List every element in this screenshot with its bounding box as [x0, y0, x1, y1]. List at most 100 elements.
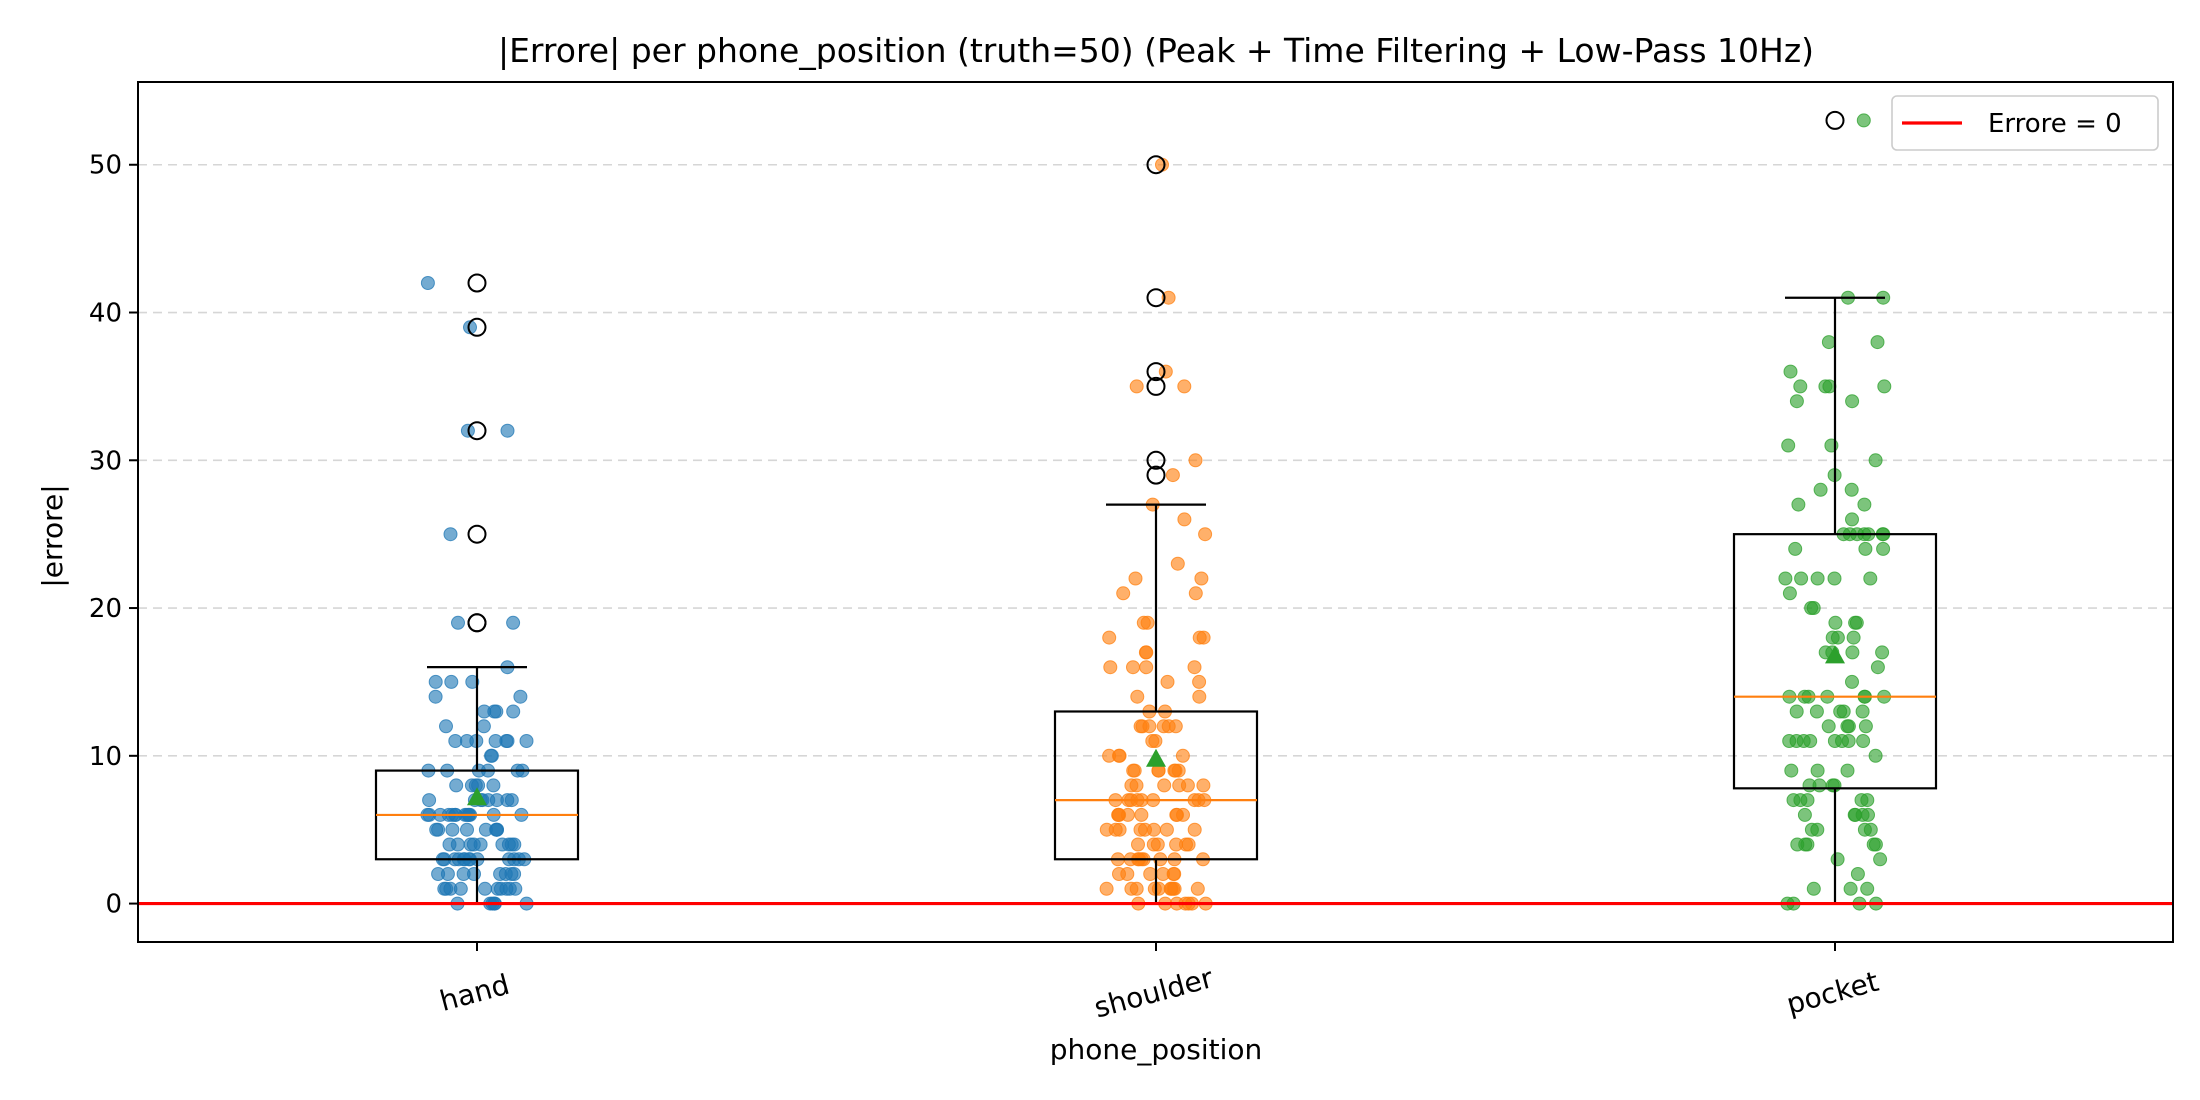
data-point [1856, 734, 1871, 748]
data-point [1146, 837, 1161, 852]
data-point [1103, 660, 1118, 675]
data-point [1188, 453, 1203, 468]
outlier-marker [1146, 155, 1166, 175]
data-point [1782, 586, 1797, 601]
data-point [1167, 763, 1182, 778]
data-point [1102, 630, 1117, 645]
data-point [1830, 630, 1845, 645]
data-point [1858, 541, 1873, 556]
data-point [513, 689, 528, 704]
data-point [1870, 660, 1885, 675]
data-point [1159, 822, 1174, 837]
y-tick-label: 0 [105, 890, 122, 920]
data-point [1139, 660, 1154, 675]
outlier-marker [1146, 288, 1166, 308]
data-point [519, 734, 534, 748]
data-point [1854, 793, 1869, 808]
data-point [499, 881, 514, 896]
outlier-marker [1146, 450, 1166, 470]
legend-box [1891, 95, 2159, 151]
data-point [456, 867, 471, 881]
outlier-marker [467, 524, 487, 544]
data-point [1833, 704, 1848, 719]
y-axis: 0 10 20 30 40 50 [89, 151, 138, 920]
x-axis-label: phone_position [1050, 1033, 1263, 1066]
data-point [486, 778, 501, 793]
data-point [1196, 630, 1211, 645]
data-point [1793, 379, 1808, 394]
data-point [1778, 571, 1793, 586]
outlier-marker [1146, 362, 1166, 382]
data-point [443, 881, 458, 896]
data-point [1190, 881, 1205, 896]
y-tick-label: 10 [89, 742, 122, 772]
plot-frame [137, 81, 2174, 943]
data-point [1126, 660, 1140, 675]
iqr-box [1732, 533, 1938, 790]
data-point [1843, 881, 1858, 896]
data-point [1846, 630, 1861, 645]
data-point [1131, 837, 1145, 852]
data-point [1170, 556, 1185, 571]
data-point [1877, 379, 1892, 394]
data-point [1868, 837, 1883, 852]
data-point [1821, 719, 1836, 734]
legend-label: Errore = 0 [1988, 109, 2122, 139]
data-point [1844, 482, 1859, 497]
data-point [1813, 482, 1828, 497]
data-point [1187, 822, 1202, 837]
data-point [1198, 527, 1213, 542]
data-point [465, 674, 480, 689]
outlier-marker [1146, 465, 1166, 485]
data-point [1827, 571, 1842, 586]
iqr-box [1053, 710, 1259, 861]
data-point [1812, 778, 1827, 793]
data-point [1873, 852, 1888, 867]
data-point [1863, 822, 1878, 837]
mean-marker [1146, 748, 1166, 767]
data-point [1134, 807, 1149, 822]
data-point [1845, 645, 1860, 660]
data-point [1164, 881, 1179, 896]
data-point [1128, 571, 1143, 586]
data-point [1180, 778, 1195, 793]
data-point [1156, 719, 1171, 734]
data-point [1142, 719, 1157, 734]
data-point [448, 734, 463, 748]
data-point [1166, 867, 1181, 881]
data-point [1856, 113, 1871, 128]
data-point [1099, 881, 1114, 896]
data-point [1857, 497, 1872, 512]
data-point [1806, 881, 1821, 896]
data-point [1789, 394, 1804, 409]
data-point [1828, 615, 1843, 630]
data-point [1803, 734, 1818, 748]
data-point [1112, 748, 1126, 763]
data-point [1124, 881, 1139, 896]
data-point [1797, 807, 1812, 822]
data-point [1821, 335, 1836, 350]
outlier-marker [467, 613, 487, 633]
data-point [1194, 571, 1209, 586]
outlier-marker [467, 273, 487, 293]
y-tick-label: 30 [89, 446, 122, 476]
mean-marker [467, 787, 487, 806]
data-point [1160, 674, 1175, 689]
data-point [1145, 734, 1160, 748]
data-point [1157, 778, 1172, 793]
data-point [1840, 719, 1855, 734]
data-point [1130, 689, 1145, 704]
data-point [1810, 822, 1825, 837]
data-point [1120, 807, 1135, 822]
y-tick-label: 50 [89, 151, 122, 181]
data-point [460, 822, 474, 837]
outlier-marker [467, 317, 487, 337]
data-point [1177, 379, 1192, 394]
data-point [428, 674, 443, 689]
data-point [1789, 734, 1804, 748]
data-point [1858, 719, 1873, 734]
data-point [451, 615, 465, 630]
data-point [1868, 453, 1883, 468]
